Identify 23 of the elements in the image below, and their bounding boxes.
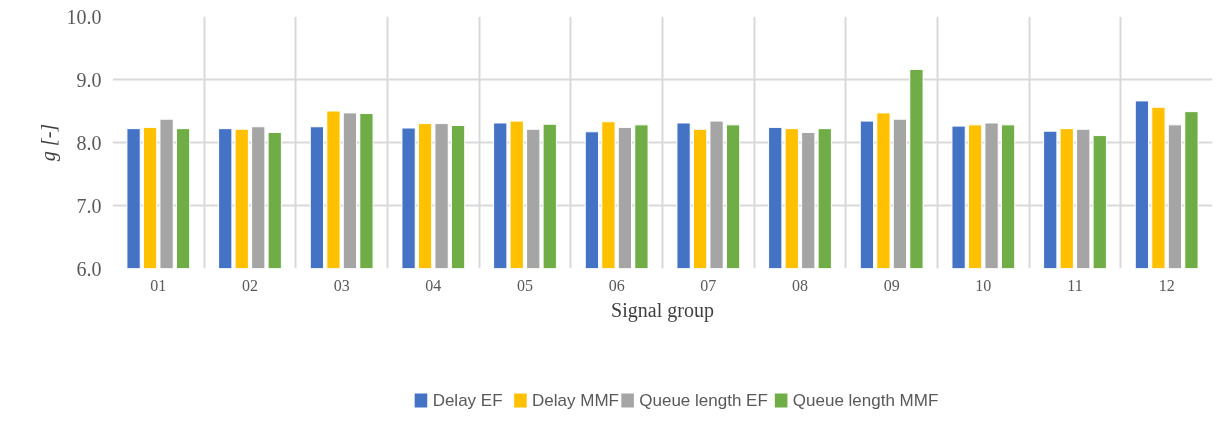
y-tick-label: 10.0 — [66, 5, 102, 28]
x-tick-label: 01 — [150, 276, 167, 294]
x-tick-label: 04 — [425, 276, 442, 294]
y-tick-label: 7.0 — [76, 194, 102, 217]
x-tick-label: 06 — [608, 276, 625, 294]
y-tick-label: 6.0 — [76, 257, 102, 280]
x-tick-label: 09 — [883, 276, 900, 294]
y-tick-label: 8.0 — [76, 131, 102, 154]
x-tick-label: 05 — [517, 276, 533, 294]
x-tick-label: 07 — [700, 276, 717, 294]
x-tick-label: 10 — [975, 276, 992, 294]
x-tick-label: 02 — [242, 276, 258, 294]
x-tick-label: 08 — [792, 276, 808, 294]
x-tick-label: 12 — [1158, 276, 1175, 294]
x-tick-label: 11 — [1067, 276, 1083, 294]
y-axis-title: g [-] — [36, 123, 60, 162]
x-axis-title: Signal group — [611, 298, 714, 322]
legend-label: Queue length MMF — [792, 391, 939, 410]
legend-label: Queue length EF — [639, 391, 768, 410]
x-tick-label: 03 — [333, 276, 350, 294]
y-tick-label: 9.0 — [76, 68, 102, 91]
legend-label: Delay MMF — [532, 391, 619, 410]
legend-label: Delay EF — [432, 391, 503, 410]
